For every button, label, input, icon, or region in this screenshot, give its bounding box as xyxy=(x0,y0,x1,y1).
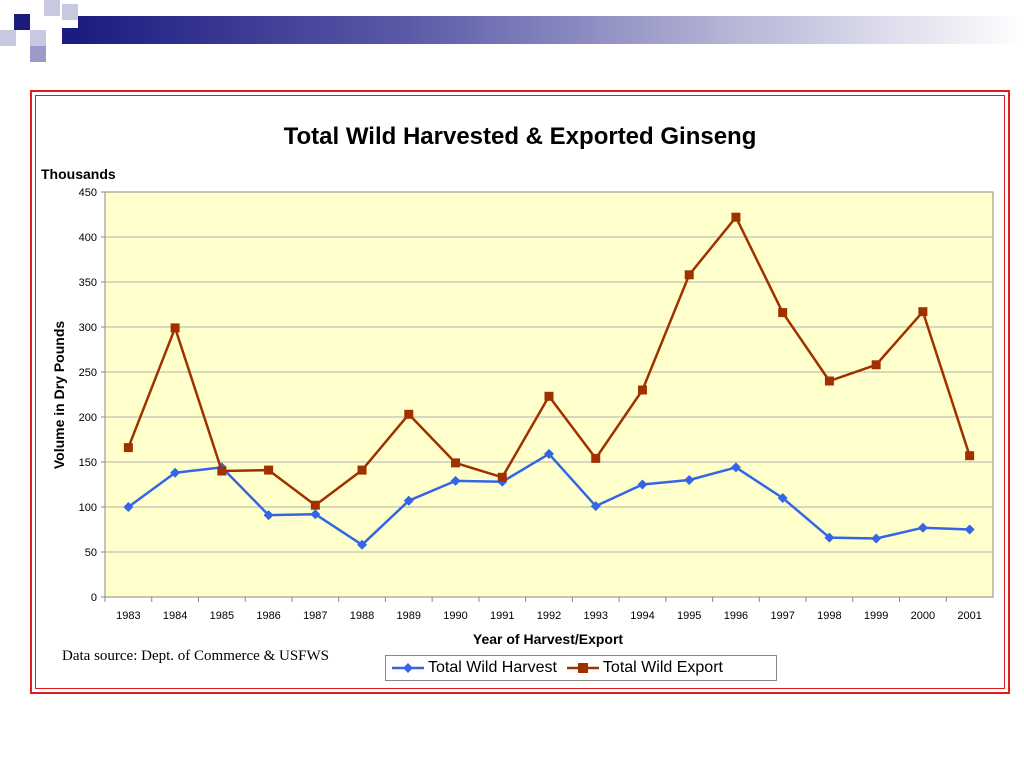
data-point-harvest xyxy=(777,493,788,503)
y-tick-label: 0 xyxy=(91,592,97,604)
y-tick-label: 50 xyxy=(85,547,97,559)
data-point-harvest xyxy=(123,502,134,512)
slide-decoration-squares xyxy=(0,0,78,62)
y-tick-label: 100 xyxy=(79,502,97,514)
line-chart: Total Wild Harvested & Exported Ginseng … xyxy=(41,123,994,647)
chart-frame-inner xyxy=(35,95,1005,689)
data-point-export xyxy=(965,451,975,461)
data-point-export xyxy=(731,212,741,222)
y-tick-label: 150 xyxy=(79,457,97,469)
data-point-harvest xyxy=(310,509,321,520)
data-point-export xyxy=(357,465,367,475)
legend-label-export: Total Wild Export xyxy=(602,659,723,676)
x-tick-label: 1994 xyxy=(630,610,654,622)
x-tick-label: 2000 xyxy=(911,610,935,622)
data-point-harvest xyxy=(824,532,835,543)
data-point-harvest xyxy=(871,533,882,544)
x-tick-label: 1996 xyxy=(724,610,748,622)
y-tick-label: 200 xyxy=(79,412,97,424)
x-tick-label: 1993 xyxy=(583,610,607,622)
legend-item-export: Total Wild Export xyxy=(566,659,723,677)
x-tick-label: 1997 xyxy=(770,610,794,622)
units-label: Thousands xyxy=(41,166,116,182)
y-axis-label: Volume in Dry Pounds xyxy=(51,321,67,470)
x-tick-label: 1995 xyxy=(677,610,701,622)
slide-decoration-bar xyxy=(78,16,1024,44)
data-point-harvest xyxy=(450,475,461,486)
x-tick-label: 1983 xyxy=(116,610,140,622)
x-tick-label: 2001 xyxy=(957,610,981,622)
x-tick-label: 1986 xyxy=(256,610,280,622)
x-tick-label: 1985 xyxy=(210,610,234,622)
y-tick-label: 350 xyxy=(79,277,97,289)
data-point-harvest xyxy=(357,539,368,550)
y-tick-label: 450 xyxy=(79,187,97,199)
x-axis-label: Year of Harvest/Export xyxy=(473,631,624,647)
data-source-note: Data source: Dept. of Commerce & USFWS xyxy=(62,648,330,664)
data-point-export xyxy=(544,391,554,401)
data-point-export xyxy=(123,443,133,453)
data-point-harvest xyxy=(917,522,928,533)
data-point-export xyxy=(451,458,461,468)
data-point-harvest xyxy=(730,462,741,473)
x-tick-label: 1988 xyxy=(350,610,374,622)
x-tick-label: 1991 xyxy=(490,610,514,622)
y-tick-label: 300 xyxy=(79,322,97,334)
y-tick-label: 250 xyxy=(79,367,97,379)
legend-label-harvest: Total Wild Harvest xyxy=(428,659,557,676)
legend-item-harvest: Total Wild Harvest xyxy=(392,659,557,677)
data-point-harvest xyxy=(637,479,648,490)
x-tick-label: 1987 xyxy=(303,610,327,622)
data-point-export xyxy=(264,465,274,475)
legend-export-swatch xyxy=(566,663,599,673)
data-point-harvest xyxy=(403,495,414,506)
data-point-export xyxy=(637,385,647,395)
data-point-export xyxy=(170,323,180,333)
data-point-harvest xyxy=(263,510,274,521)
data-point-export xyxy=(778,308,788,318)
series-layer xyxy=(123,212,975,550)
chart-title: Total Wild Harvested & Exported Ginseng xyxy=(284,123,757,150)
data-point-harvest xyxy=(590,501,601,512)
data-point-export xyxy=(871,360,881,370)
y-axis-ticks: 0 50 100 150 200 250 300 350 400 450 xyxy=(79,187,105,604)
x-tick-label: 1989 xyxy=(397,610,421,622)
data-point-harvest xyxy=(544,448,554,459)
x-tick-label: 1992 xyxy=(537,610,561,622)
data-point-export xyxy=(404,409,414,419)
data-point-export xyxy=(217,466,227,476)
data-point-export xyxy=(310,500,320,510)
x-tick-label: 1990 xyxy=(443,610,467,622)
data-point-export xyxy=(497,472,507,482)
data-point-export xyxy=(591,453,601,463)
chart-frame-outer xyxy=(30,90,1010,694)
x-tick-label: 1999 xyxy=(864,610,888,622)
data-point-harvest xyxy=(684,475,695,485)
data-point-harvest xyxy=(964,524,975,535)
x-tick-label: 1998 xyxy=(817,610,841,622)
x-tick-label: 1984 xyxy=(163,610,187,622)
data-point-export xyxy=(824,376,834,386)
gridlines xyxy=(105,236,993,553)
legend-harvest-swatch xyxy=(392,663,424,673)
y-tick-label: 400 xyxy=(79,232,97,244)
data-point-harvest xyxy=(170,467,181,478)
chart-legend: Total Wild Harvest Total Wild Export xyxy=(385,655,777,681)
x-axis-ticks: 1983 1984 1985 1986 1987 1988 1989 1990 1991 1992… xyxy=(104,597,982,622)
data-point-export xyxy=(918,307,928,317)
data-point-export xyxy=(684,270,694,280)
